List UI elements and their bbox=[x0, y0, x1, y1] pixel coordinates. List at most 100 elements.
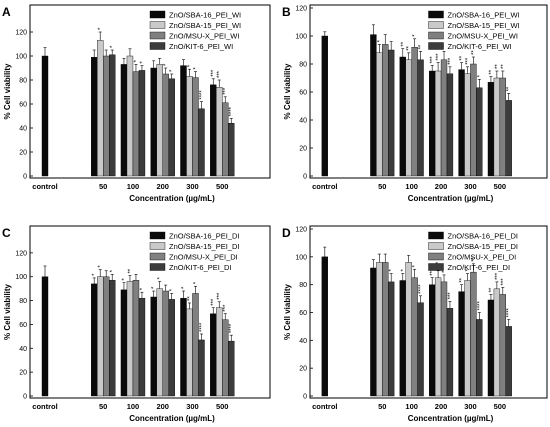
legend-label: ZnO/SBA-15_PEI_WI bbox=[169, 21, 241, 30]
significance-stars: ** bbox=[407, 45, 413, 50]
bar bbox=[198, 108, 205, 177]
y-tick-label: 120 bbox=[15, 250, 27, 257]
category-group-200: * * * bbox=[150, 276, 176, 397]
category-group-300: ********* bbox=[458, 256, 483, 397]
significance-stars: * bbox=[170, 288, 176, 291]
y-tick-label: 80 bbox=[19, 298, 27, 305]
bar bbox=[96, 40, 104, 177]
bar bbox=[228, 340, 235, 397]
y-tick-label: 20 bbox=[299, 146, 307, 153]
bar bbox=[470, 271, 477, 397]
bar bbox=[476, 319, 483, 397]
panel-label: C bbox=[2, 226, 11, 240]
y-tick-label: 40 bbox=[19, 346, 27, 353]
legend-label: ZnO/KIT-6_PEI_WI bbox=[169, 42, 233, 51]
x-tick-label: 100 bbox=[127, 402, 140, 411]
legend-label: ZnO/SBA-15_PEI_DI bbox=[448, 242, 518, 251]
bar bbox=[198, 339, 205, 397]
chart-panel-d: D 0 20 40 60 80 100 120 % Cell viability Concentr… bbox=[282, 225, 548, 423]
bar bbox=[370, 267, 377, 397]
bar bbox=[487, 81, 495, 177]
chart-panel-a: A 0 20 40 60 80 100 120 % Cell viability Concentr… bbox=[2, 4, 271, 203]
significance-stars: ** bbox=[507, 86, 513, 91]
legend-swatch bbox=[149, 263, 166, 271]
x-tick-label: control bbox=[312, 402, 337, 411]
panel-label: D bbox=[282, 226, 291, 240]
bar bbox=[120, 289, 128, 397]
legend-swatch bbox=[149, 42, 166, 50]
significance-stars: * bbox=[389, 269, 395, 272]
significance-stars: * bbox=[152, 286, 158, 289]
bar bbox=[156, 288, 163, 397]
significance-stars: * bbox=[401, 269, 407, 272]
x-tick-label: 500 bbox=[494, 182, 507, 191]
plot-frame bbox=[309, 4, 548, 179]
plot-frame bbox=[29, 4, 271, 179]
significance-stars: **** bbox=[199, 322, 205, 332]
legend-swatch bbox=[149, 242, 166, 250]
significance-stars: *** bbox=[430, 56, 436, 64]
category-group-control bbox=[321, 31, 328, 177]
y-axis-title: % Cell viability bbox=[3, 63, 12, 120]
significance-stars: * bbox=[98, 265, 104, 268]
x-tick-label: 200 bbox=[435, 402, 448, 411]
bar bbox=[321, 256, 328, 397]
y-tick-label: 120 bbox=[295, 227, 307, 234]
category-group-50: * * * bbox=[90, 265, 116, 397]
significance-stars: * bbox=[140, 287, 146, 290]
x-tick-label: 300 bbox=[464, 182, 477, 191]
bar bbox=[446, 73, 454, 177]
bar bbox=[417, 302, 424, 397]
category-group-control bbox=[321, 246, 328, 397]
y-tick-label: 100 bbox=[15, 54, 27, 61]
significance-stars: * bbox=[477, 74, 483, 77]
legend-label: ZnO/SBA-16_PEI_WI bbox=[448, 11, 520, 20]
y-tick-label: 120 bbox=[15, 30, 27, 37]
panel-label: A bbox=[2, 5, 11, 19]
bar bbox=[499, 77, 506, 177]
plot-frame bbox=[29, 225, 271, 399]
legend-label: ZnO/MSU-X_PEI_WI bbox=[169, 32, 239, 41]
x-tick-label: 50 bbox=[378, 402, 386, 411]
bar bbox=[168, 78, 175, 177]
legend-label: ZnO/SBA-16_PEI_DI bbox=[448, 232, 518, 241]
chart-panel-c: C 0 20 40 60 80 100 120 % Cell viability Concentr… bbox=[2, 225, 271, 423]
bar bbox=[108, 54, 116, 177]
legend-label: ZnO/MSU-X_PEI_DI bbox=[169, 253, 238, 262]
bar bbox=[228, 122, 235, 177]
category-group-300: ******** bbox=[180, 281, 205, 397]
bar bbox=[376, 52, 383, 177]
bar bbox=[222, 319, 229, 397]
bar bbox=[156, 64, 163, 177]
significance-stars: * bbox=[164, 63, 170, 66]
significance-stars: * bbox=[413, 264, 419, 267]
significance-stars: ** bbox=[489, 69, 495, 74]
legend-label: ZnO/KIT-6_PEI_DI bbox=[169, 263, 232, 272]
bar bbox=[96, 276, 104, 397]
legend-swatch bbox=[149, 31, 166, 40]
legend-label: ZnO/KIT-6_PEI_DI bbox=[448, 263, 511, 272]
y-tick-label: 0 bbox=[23, 174, 27, 181]
bar bbox=[186, 308, 193, 397]
significance-stars: *** bbox=[217, 70, 223, 78]
legend-swatch bbox=[428, 263, 444, 271]
x-tick-label: 300 bbox=[186, 402, 199, 411]
bar bbox=[434, 70, 442, 177]
bar bbox=[180, 297, 187, 397]
significance-stars: * bbox=[377, 39, 383, 42]
legend-swatch bbox=[428, 42, 444, 50]
bar bbox=[382, 262, 389, 397]
y-tick-label: 40 bbox=[299, 338, 307, 345]
bar bbox=[162, 290, 169, 397]
bar bbox=[499, 294, 506, 397]
x-tick-label: control bbox=[32, 182, 57, 191]
significance-stars: *** bbox=[436, 53, 442, 61]
bar bbox=[210, 313, 217, 397]
significance-stars: **** bbox=[199, 90, 205, 100]
legend-swatch bbox=[428, 10, 444, 19]
significance-stars: * bbox=[465, 269, 471, 272]
category-group-100: ******* bbox=[399, 34, 425, 177]
significance-stars: ** bbox=[460, 277, 466, 282]
bar bbox=[405, 59, 412, 177]
